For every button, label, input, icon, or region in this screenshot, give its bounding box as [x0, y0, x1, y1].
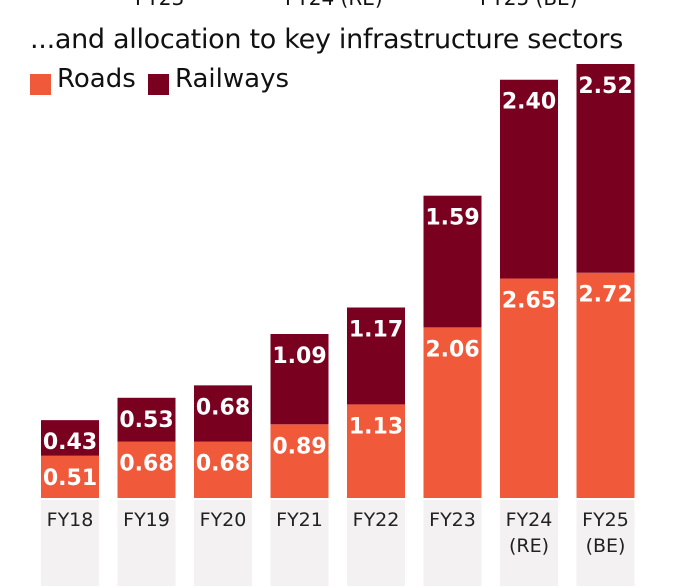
bar-railways	[500, 79, 558, 279]
category-label-background	[41, 500, 99, 586]
bar-railways	[270, 334, 329, 425]
x-tick-label: FY19	[123, 509, 170, 531]
cutoff-label: FY25 (BE)	[480, 0, 578, 10]
category-label-background	[270, 500, 329, 586]
data-label-roads: 0.68	[119, 452, 173, 477]
data-label-roads: 2.65	[502, 289, 556, 314]
x-tick-sublabel: (BE)	[586, 535, 626, 557]
x-tick-label: FY18	[47, 509, 94, 531]
data-label-roads: 0.89	[272, 434, 326, 459]
bar-railways	[194, 385, 252, 442]
data-label-roads: 1.13	[349, 414, 403, 439]
bar-roads	[194, 441, 252, 498]
legend-swatch-roads	[30, 74, 51, 95]
data-label-roads: 0.68	[196, 452, 250, 477]
bar-roads	[117, 441, 176, 498]
bar-railways	[423, 195, 482, 328]
x-tick-sublabel: (RE)	[509, 535, 549, 557]
bar-roads	[423, 327, 482, 498]
x-tick-label: FY20	[200, 509, 247, 531]
data-label-roads: 0.51	[43, 466, 97, 491]
bar-roads	[347, 404, 405, 498]
data-label-railways: 1.59	[425, 206, 479, 231]
data-label-railways: 0.53	[119, 408, 173, 433]
bar-roads	[500, 278, 558, 498]
x-tick-label: FY25	[582, 509, 629, 531]
category-label-background	[347, 500, 405, 586]
data-label-railways: 1.17	[349, 318, 403, 343]
legend-swatch-railways	[148, 74, 169, 95]
bar-roads	[576, 272, 635, 498]
data-label-railways: 0.43	[43, 430, 97, 455]
x-tick-label: FY24	[506, 509, 553, 531]
legend-label-roads: Roads	[57, 64, 136, 94]
bar-roads	[270, 424, 329, 498]
bar-railways	[41, 420, 99, 456]
category-label-background	[576, 500, 635, 586]
data-label-railways: 2.52	[578, 74, 632, 99]
previous-chart-labels-cutoff: FY23 FY24 (RE) FY25 (BE)	[0, 0, 677, 10]
bar-railways	[117, 397, 176, 442]
category-label-background	[423, 500, 482, 586]
legend-label-railways: Railways	[175, 64, 290, 94]
x-tick-label: FY22	[353, 509, 400, 531]
data-label-railways: 0.68	[196, 395, 250, 420]
chart-title: ...and allocation to key infrastructure …	[30, 24, 623, 55]
bar-railways	[576, 64, 635, 273]
category-label-background	[194, 500, 252, 586]
data-label-railways: 2.40	[502, 90, 556, 115]
x-tick-label: FY23	[429, 509, 476, 531]
data-label-roads: 2.06	[425, 337, 479, 362]
data-label-railways: 1.09	[272, 344, 326, 369]
bar-railways	[347, 307, 405, 405]
category-label-background	[500, 500, 558, 586]
data-label-roads: 2.72	[578, 283, 632, 308]
bar-roads	[41, 455, 99, 498]
category-label-background	[117, 500, 176, 586]
cutoff-label: FY24 (RE)	[285, 0, 383, 10]
cutoff-label: FY23	[135, 0, 184, 10]
x-tick-label: FY21	[276, 509, 323, 531]
